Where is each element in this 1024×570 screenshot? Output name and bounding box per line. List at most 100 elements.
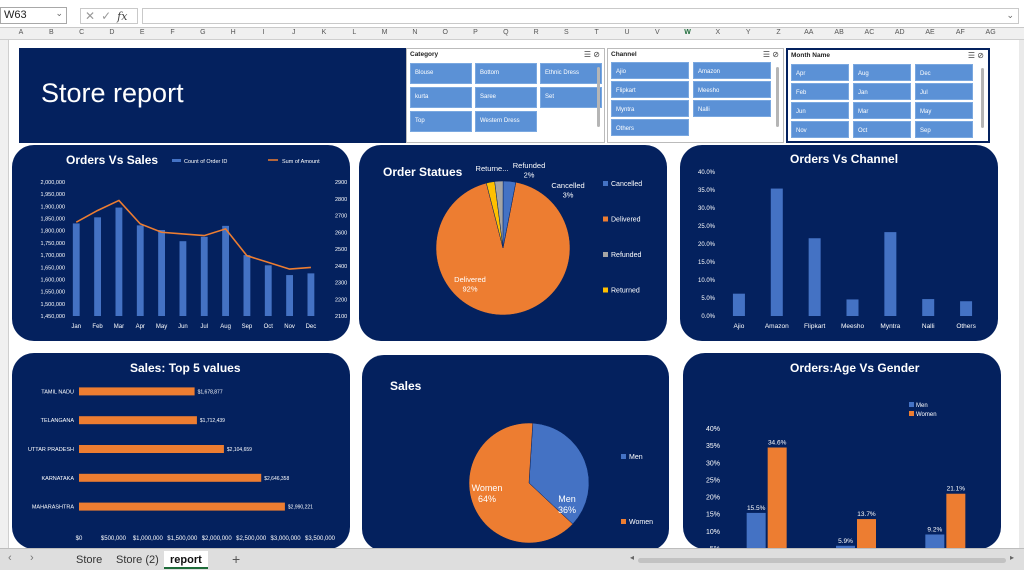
slicer-item[interactable]: Flipkart [611,81,689,98]
column-header[interactable]: AF [955,29,965,36]
orders-vs-channel-chart[interactable]: Orders Vs Channel 0.0% 5.0% 10.0% 15.0% 20.0… [680,145,998,341]
slicer-item[interactable]: Nalli [693,100,771,117]
month-slicer[interactable]: Month Name ☰ ⊘ Apr Aug Dec Feb Jan Jul Jun Mar M… [786,48,990,143]
sales-top5-chart[interactable]: Sales: Top 5 values TAMIL NADU $1,678,877… [12,353,350,548]
y-tick-label: TAMIL NADU [41,389,74,395]
cancel-icon[interactable]: ✕ [85,9,96,23]
scroll-left-icon[interactable]: ◂ [630,553,635,562]
column-header[interactable]: AB [834,29,844,36]
column-header[interactable]: E [139,29,145,36]
slicer-item[interactable]: Set [540,87,602,108]
slicer-item[interactable]: Sep [915,121,973,138]
column-header[interactable]: A [18,29,24,36]
slicer-item[interactable]: kurta [410,87,472,108]
column-header[interactable]: V [654,29,660,36]
column-header[interactable]: AD [894,29,905,36]
slicer-scrollbar[interactable] [981,68,984,128]
y-tick-label: UTTAR PRADESH [28,447,74,453]
column-header[interactable]: AG [985,29,996,36]
orders-age-gender-chart[interactable]: Orders:Age Vs Gender 0%5%10%15%20%25%30%… [683,353,1001,548]
tab-report[interactable]: report [164,551,208,569]
column-header[interactable]: Z [776,29,781,36]
column-header[interactable]: Q [503,29,509,36]
column-header[interactable]: R [533,29,539,36]
slicer-item[interactable]: Bottom [475,63,537,84]
add-sheet-button[interactable]: + [232,551,241,567]
vertical-scrollbar[interactable] [1019,40,1024,548]
column-header[interactable]: S [564,29,569,36]
slicer-item[interactable]: Apr [791,64,849,81]
orders-vs-sales-chart[interactable]: Orders Vs Sales 1,450,000 1,500,000 1,550,… [12,145,350,341]
slicer-item[interactable]: May [915,102,973,119]
formula-input[interactable]: ⌄ [142,8,1019,24]
column-header[interactable]: AA [804,29,814,36]
slicer-item[interactable]: Meesho [693,81,771,98]
category-slicer[interactable]: Category ☰ ⊘ Blouse Bottom Ethnic Dress kur… [406,48,605,143]
column-header[interactable]: J [291,29,296,36]
column-header[interactable]: L [352,29,357,36]
legend-label: Returned [611,288,640,295]
slicer-item[interactable]: Jun [791,102,849,119]
slicer-item[interactable]: Oct [853,121,911,138]
tab-store[interactable]: Store [76,554,103,566]
name-box[interactable]: W63 ⌄ [0,7,67,24]
slicer-item[interactable]: Jan [853,83,911,100]
column-header[interactable]: F [170,29,175,36]
y-tick-label: 25% [706,477,720,484]
slicer-filter-icons[interactable]: ☰ ⊘ [762,50,779,59]
order-status-chart[interactable]: Order Statues Delivered 92% Returne... Refu… [359,145,667,341]
column-header[interactable]: AE [925,29,935,36]
column-header[interactable]: N [412,29,418,36]
column-header[interactable]: U [624,29,630,36]
column-header[interactable]: AC [864,29,875,36]
slicer-item[interactable]: Feb [791,83,849,100]
column-header[interactable]: P [473,29,478,36]
channel-slicer[interactable]: Channel ☰ ⊘ Ajio Amazon Flipkart Meesho Mynt… [607,48,784,143]
column-header[interactable]: C [79,29,85,36]
slicer-filter-icons[interactable]: ☰ ⊘ [583,50,600,59]
slicer-scrollbar[interactable] [776,67,779,127]
slicer-item[interactable]: Others [611,119,689,136]
slicer-item[interactable]: Ajio [611,62,689,79]
next-sheet-icon[interactable]: › [30,552,34,564]
column-header[interactable]: B [48,29,54,36]
chevron-down-icon[interactable]: ⌄ [55,8,63,18]
slicer-item[interactable]: Amazon [693,62,771,79]
slicer-item[interactable]: Western Dress [475,111,537,132]
enter-icon[interactable]: ✓ [101,9,112,23]
horizontal-scroll-thumb[interactable] [638,558,1006,563]
slicer-item[interactable]: Jul [915,83,973,100]
column-header[interactable]: X [715,29,721,36]
column-header[interactable]: M [381,29,388,36]
tab-store-2[interactable]: Store (2) [116,554,159,566]
column-header[interactable]: Y [745,29,751,36]
column-header[interactable]: O [442,29,448,36]
column-header[interactable]: K [321,29,327,36]
slicer-item[interactable]: Ethnic Dress [540,63,602,84]
column-header[interactable]: T [594,29,599,36]
slicer-item[interactable]: Nov [791,121,849,138]
expand-formula-icon[interactable]: ⌄ [1006,10,1014,20]
slicer-item[interactable]: Saree [475,87,537,108]
insert-function-button[interactable]: fx [117,9,128,23]
column-header[interactable]: W [684,29,691,36]
sales-gender-chart[interactable]: Sales Men 36% Women 64% Men Women [362,355,669,548]
slicer-item[interactable]: Top [410,111,472,132]
bar [922,299,935,316]
horizontal-scrollbar[interactable]: ◂ ▸ [630,553,1014,564]
prev-sheet-icon[interactable]: ‹ [8,552,12,564]
bar [857,519,876,548]
slicer-filter-icons[interactable]: ☰ ⊘ [967,51,984,60]
scroll-right-icon[interactable]: ▸ [1009,553,1014,562]
slicer-scrollbar[interactable] [597,67,600,127]
column-header[interactable]: I [262,29,265,36]
x-tick-label: Nov [284,324,295,330]
slicer-item[interactable]: Myntra [611,100,689,117]
slicer-item[interactable]: Mar [853,102,911,119]
slicer-item[interactable]: Aug [853,64,911,81]
slicer-item[interactable]: Blouse [410,63,472,84]
column-header[interactable]: H [230,29,236,36]
slicer-item[interactable]: Dec [915,64,973,81]
column-header[interactable]: D [109,29,115,36]
column-header[interactable]: G [200,29,206,36]
